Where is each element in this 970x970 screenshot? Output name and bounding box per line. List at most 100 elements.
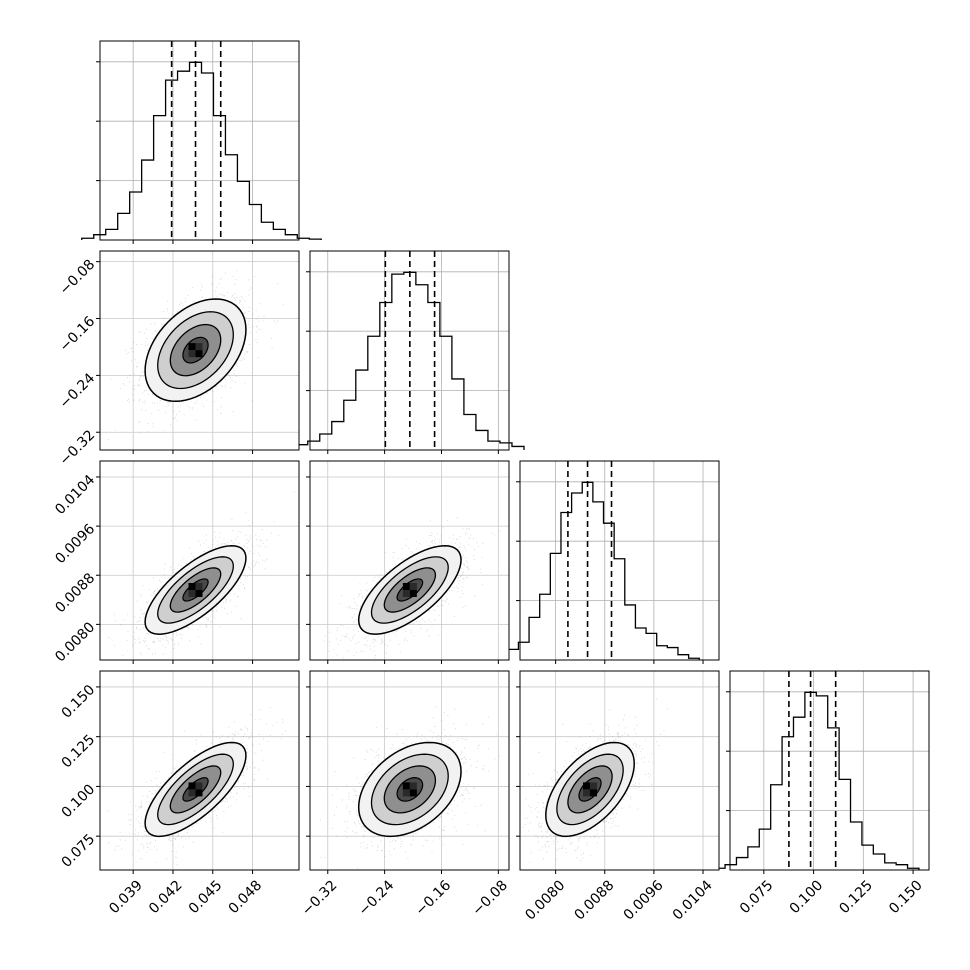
contour-level-3 — [169, 323, 222, 377]
x-tick-label: 0.150 — [886, 877, 926, 917]
pair-panel-0-1 — [96, 250, 300, 454]
y-tick-label: 0.075 — [59, 831, 99, 871]
contour-level-3 — [383, 567, 437, 613]
contour-level-4 — [396, 578, 424, 602]
density-peak-cell — [402, 589, 410, 597]
density-peak-cell — [402, 782, 410, 790]
pair-content — [108, 270, 284, 440]
density-peak-cell — [188, 589, 196, 597]
density-peak-cell — [409, 582, 417, 590]
pair-content — [319, 706, 501, 869]
y-tick-label: 0.125 — [59, 732, 99, 772]
contour-level-3 — [169, 765, 222, 814]
density-peak-cell — [195, 782, 203, 790]
contour-level-1 — [357, 741, 462, 838]
contour-level-4 — [396, 777, 424, 802]
pair-panel-1-2 — [306, 460, 510, 664]
y-tick-label: 0.100 — [59, 781, 99, 821]
y-tick-label: −0.16 — [57, 313, 99, 355]
density-peak-cell — [188, 350, 196, 358]
density-peak-cell — [583, 782, 591, 790]
x-tick-label: 0.125 — [836, 877, 876, 917]
panel-frame — [729, 670, 930, 871]
y-tick-label: 0.0088 — [52, 570, 98, 616]
x-tick-label: 0.0088 — [572, 877, 618, 923]
y-tick-label: −0.32 — [57, 427, 99, 469]
density-peak-cell — [195, 343, 203, 351]
pair-panel-2-3 — [516, 670, 720, 874]
y-tick-label: 0.0104 — [52, 472, 98, 518]
contour-level-3 — [567, 765, 613, 814]
x-tick-label: 0.100 — [787, 877, 827, 917]
density-peak-cell — [590, 782, 598, 790]
contour-level-4 — [182, 336, 209, 364]
x-tick-label: 0.075 — [737, 877, 777, 917]
contour-level-2 — [556, 753, 624, 826]
hist-panel-3 — [712, 670, 930, 874]
hist-panel-2 — [496, 460, 720, 664]
density-peak-cell — [195, 582, 203, 590]
panel-frame — [309, 460, 510, 661]
contour-level-1 — [545, 741, 635, 838]
density-peak-cell — [195, 589, 203, 597]
density-peak-cell — [402, 582, 410, 590]
contour-level-1 — [144, 298, 247, 403]
x-tick-label: −0.24 — [356, 877, 398, 919]
x-tick-label: 0.039 — [106, 877, 146, 917]
pair-content — [108, 491, 295, 656]
pair-content — [323, 517, 501, 660]
contour-level-2 — [157, 311, 234, 390]
y-tick-label: 0.0096 — [52, 521, 98, 567]
y-tick-label: 0.150 — [59, 682, 99, 722]
x-tick-label: 0.045 — [186, 877, 226, 917]
pair-panel-0-2 — [96, 460, 300, 664]
histogram-steps — [712, 691, 920, 870]
density-peak-cell — [188, 582, 196, 590]
panel-frame — [99, 40, 300, 241]
panel-background — [310, 251, 509, 450]
panel-frame — [99, 460, 300, 661]
panel-frame — [99, 250, 300, 451]
contour-level-2 — [157, 556, 234, 624]
x-tick-label: 0.048 — [226, 877, 266, 917]
density-peak-cell — [409, 589, 417, 597]
x-tick-label: 0.042 — [146, 877, 186, 917]
x-tick-label: −0.16 — [413, 877, 455, 919]
contour-level-2 — [157, 753, 234, 826]
panel-frame — [519, 460, 720, 661]
contour-level-1 — [357, 545, 462, 635]
x-tick-label: 0.0096 — [621, 877, 667, 923]
hist-panel-0 — [81, 40, 322, 244]
x-tick-label: 0.0080 — [522, 877, 568, 923]
density-peak-cell — [583, 789, 591, 797]
contour-level-1 — [144, 741, 247, 838]
pair-panel-1-3 — [306, 670, 510, 874]
contour-level-4 — [182, 578, 209, 602]
density-peak-cell — [188, 343, 196, 351]
density-peak-cell — [195, 789, 203, 797]
x-tick-label: −0.32 — [299, 877, 341, 919]
x-tick-label: −0.08 — [469, 877, 511, 919]
panel-background — [730, 671, 929, 870]
hist-panel-1 — [295, 250, 525, 454]
y-tick-label: −0.08 — [57, 257, 99, 299]
y-tick-label: −0.24 — [57, 370, 99, 412]
pair-panel-0-3 — [96, 670, 300, 874]
histogram-steps — [496, 481, 700, 660]
contour-level-4 — [578, 777, 602, 802]
contour-level-1 — [144, 545, 247, 635]
density-peak-cell — [590, 789, 598, 797]
density-peak-cell — [409, 782, 417, 790]
panel-background — [520, 461, 719, 660]
panel-frame — [519, 670, 720, 871]
density-peak-cell — [409, 789, 417, 797]
x-tick-label: 0.0104 — [670, 877, 716, 923]
contour-level-2 — [370, 753, 449, 826]
density-peak-cell — [188, 782, 196, 790]
contour-level-4 — [182, 777, 209, 802]
contour-level-2 — [370, 556, 449, 624]
contour-level-3 — [383, 765, 437, 814]
density-peak-cell — [188, 789, 196, 797]
density-peak-cell — [402, 789, 410, 797]
